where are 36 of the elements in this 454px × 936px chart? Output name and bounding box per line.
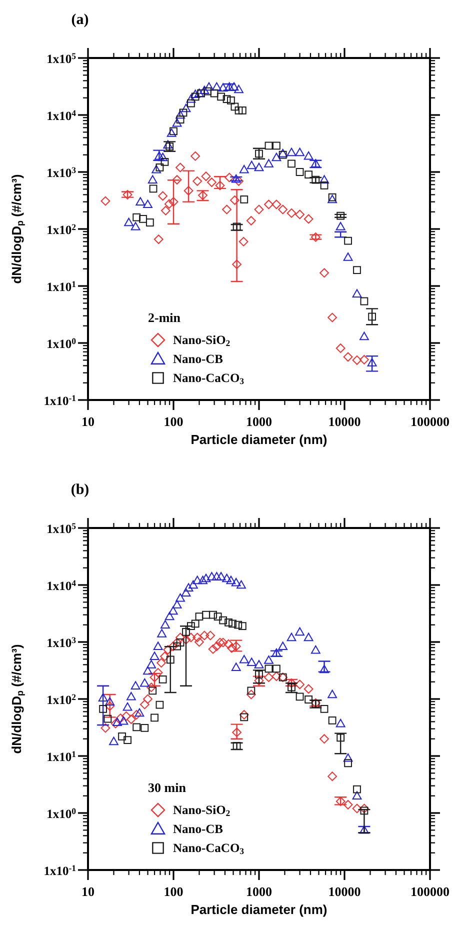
x-tick-label: 1000 (246, 884, 272, 899)
y-tick-label: 1x10$^{1}$ (46, 748, 76, 764)
legend-title: 30 min (148, 780, 187, 795)
y-tick-label: 1x10$^{0}$ (46, 806, 77, 821)
x-tick-label: 100000 (410, 884, 450, 899)
y-tick-label: 1x10$^{-1}$ (44, 392, 76, 408)
y-tick-label: 1x10$^{4}$ (46, 578, 77, 593)
x-axis-title: Particle diameter (nm) (190, 902, 328, 917)
x-tick-label: 10 (82, 884, 94, 899)
y-tick-label: 1x10$^{1}$ (46, 278, 76, 294)
x-tick-label: 10000 (328, 884, 361, 899)
x-axis-title: Particle diameter (nm) (190, 432, 328, 447)
y-tick-label: 1x10$^{2}$ (46, 222, 76, 237)
chart-title: (a) (71, 12, 89, 28)
y-tick-label: 1x10$^{3}$ (46, 634, 77, 650)
legend-label: Nano-SiO$_{2}$ (173, 803, 230, 818)
legend-label: Nano-CaCO$_{3}$ (173, 371, 245, 386)
y-tick-label: 1x10$^{3}$ (46, 164, 77, 180)
x-tick-label: 10 (82, 414, 94, 429)
y-tick-label: 1x10$^{4}$ (46, 108, 77, 123)
x-tick-label: 1000 (246, 414, 272, 429)
y-tick-label: 1x10$^{2}$ (46, 692, 76, 707)
y-tick-label: 1x10$^{-1}$ (44, 862, 76, 878)
legend-label: Nano-CB (173, 352, 224, 366)
y-tick-label: 1x10$^{5}$ (46, 520, 77, 536)
legend-label: Nano-CaCO$_{3}$ (173, 841, 245, 856)
x-tick-label: 100 (164, 884, 184, 899)
legend-label: Nano-SiO$_{2}$ (173, 333, 230, 348)
x-tick-label: 100 (164, 414, 184, 429)
chart-title: (b) (70, 482, 90, 498)
legend-title: 2-min (148, 310, 182, 325)
y-tick-label: 1x10$^{0}$ (46, 336, 77, 351)
x-tick-label: 10000 (328, 414, 361, 429)
legend-label: Nano-CB (173, 822, 224, 836)
y-tick-label: 1x10$^{5}$ (46, 50, 77, 66)
x-tick-label: 100000 (410, 414, 450, 429)
